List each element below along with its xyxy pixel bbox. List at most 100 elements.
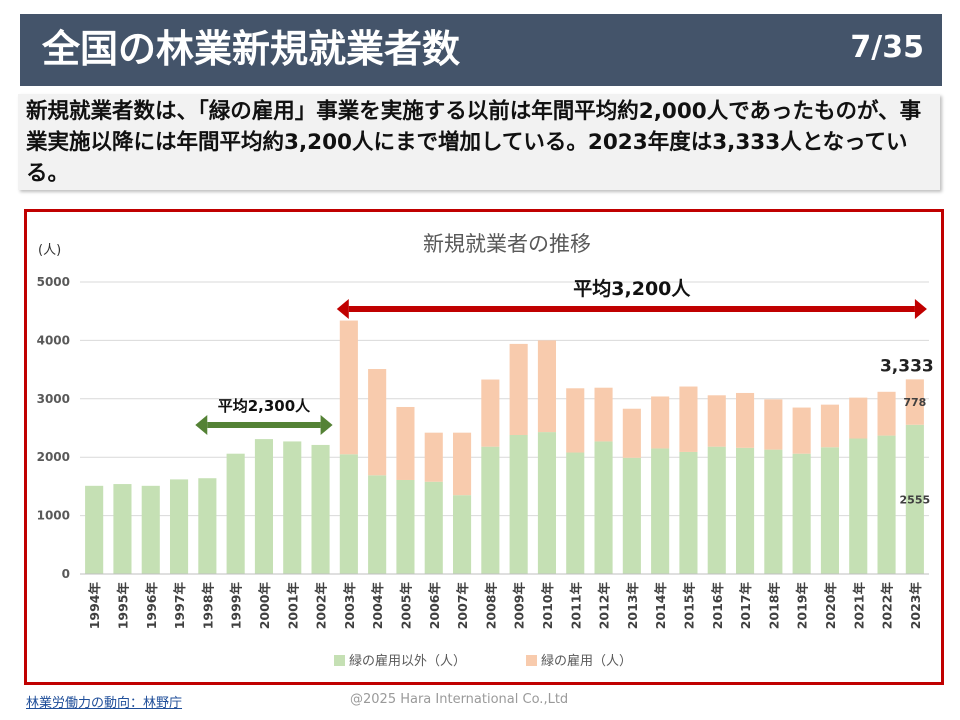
x-tick-label: 2016年 (710, 582, 725, 630)
x-tick-label: 2017年 (738, 582, 753, 630)
x-tick-label: 2010年 (540, 582, 555, 630)
bar-non-green-employment (113, 484, 132, 574)
chart-title: 新規就業者の推移 (423, 232, 591, 256)
x-tick-label: 2011年 (568, 582, 583, 630)
bar-non-green-employment (537, 432, 557, 574)
x-tick-label: 2000年 (257, 582, 272, 630)
bar-green-employment (764, 399, 783, 450)
y-tick-label: 2000 (37, 450, 70, 464)
x-tick-label: 1996年 (144, 582, 159, 630)
bar-non-green-employment (509, 435, 528, 574)
bar-green-employment (424, 432, 443, 482)
stacked-bar-chart: 0 1000 2000 3000 4000 5000 新規就業者の推移 (人) 1994年 199… (37, 232, 934, 669)
x-tick-label: 2002年 (314, 582, 329, 630)
bar-non-green-employment (622, 457, 641, 574)
bar-green-employment (707, 395, 726, 447)
bar-green-employment (877, 391, 896, 436)
summary-text: 新規就業者数は、「緑の雇用」事業を実施する以前は年間平均約2,000人であったも… (26, 99, 922, 186)
bar-non-green-employment (905, 424, 924, 574)
x-tick-label: 2020年 (823, 582, 838, 630)
data-label-total-2023: 3,333 (880, 356, 934, 376)
bar-green-employment (509, 343, 528, 436)
bar-non-green-employment (820, 447, 840, 574)
slide-title: 全国の林業新規就業者数 (42, 27, 461, 71)
legend-label: 緑の雇用（人） (541, 653, 632, 669)
x-tick-label: 2007年 (455, 582, 470, 630)
bar-green-employment (905, 379, 924, 425)
source-link[interactable]: 林業労働力の動向：林野庁 (26, 696, 183, 711)
bar-non-green-employment (396, 479, 415, 574)
x-tick-label: 2021年 (851, 582, 866, 630)
bar-green-employment (651, 396, 670, 449)
bar-green-employment (368, 369, 387, 476)
bar-green-employment (820, 404, 840, 448)
bar-non-green-employment (452, 495, 472, 574)
x-tick-label: 2013年 (625, 582, 640, 630)
arrow-head-left (195, 415, 208, 435)
arrow-head-left (336, 299, 349, 319)
x-tick-label: 1999年 (229, 582, 244, 630)
x-tick-label: 2003年 (342, 582, 357, 630)
average-annotation-label: 平均2,300人 (218, 397, 311, 415)
bar-green-employment (679, 386, 698, 452)
bar-green-employment (622, 408, 641, 458)
bar-non-green-employment (735, 447, 755, 574)
arrow-head-right (320, 415, 333, 435)
x-tick-label: 1995年 (115, 582, 130, 630)
bar-non-green-employment (368, 475, 387, 574)
bar-non-green-employment (849, 438, 868, 574)
bar-non-green-employment (792, 453, 811, 574)
bar-non-green-employment (764, 449, 783, 574)
summary-box: 新規就業者数は、「緑の雇用」事業を実施する以前は年間平均約2,000人であったも… (18, 94, 940, 190)
bar-non-green-employment (707, 446, 726, 574)
x-tick-label: 2019年 (795, 582, 810, 630)
x-tick-label: 2006年 (427, 582, 442, 630)
x-tick-label: 2005年 (398, 582, 413, 630)
slide-header: 全国の林業新規就業者数 7/35 (20, 14, 942, 86)
bar-non-green-employment (481, 446, 500, 574)
bar-green-employment (594, 387, 613, 442)
bar-green-employment (792, 407, 811, 454)
x-tick-label: 2023年 (908, 582, 923, 630)
copyright-text: @2025 Hara International Co.,Ltd (350, 692, 569, 707)
bar-non-green-employment (594, 441, 613, 574)
y-tick-label: 4000 (37, 333, 70, 347)
bar-non-green-employment (254, 439, 274, 574)
bar-green-employment (396, 406, 415, 480)
bar-non-green-employment (424, 481, 443, 574)
y-tick-label: 1000 (37, 509, 70, 523)
x-tick-label: 2009年 (512, 582, 527, 630)
bar-non-green-employment (311, 444, 330, 574)
x-tick-label: 1998年 (200, 582, 215, 630)
legend-label: 緑の雇用以外（人） (349, 653, 466, 669)
y-tick-label: 0 (62, 567, 70, 581)
bar-non-green-employment (141, 485, 160, 574)
bar-green-employment (566, 388, 585, 453)
page-number: 7/35 (850, 30, 924, 65)
bar-non-green-employment (283, 441, 302, 574)
bar-green-employment (849, 397, 868, 439)
bar-green-employment (339, 320, 358, 455)
y-tick-label: 3000 (37, 392, 70, 406)
y-tick-label: 5000 (37, 275, 70, 289)
y-axis-label: (人) (38, 243, 61, 258)
bar-non-green-employment (566, 452, 585, 574)
x-tick-label: 1997年 (172, 582, 187, 630)
bar-green-employment (452, 432, 472, 496)
x-tick-label: 2014年 (653, 582, 668, 630)
x-tick-label: 2015年 (681, 582, 696, 630)
x-tick-label: 2012年 (597, 582, 612, 630)
bar-non-green-employment (877, 435, 896, 574)
x-tick-label: 2001年 (285, 582, 300, 630)
x-tick-label: 2018年 (766, 582, 781, 630)
legend-swatch (334, 655, 345, 666)
bar-non-green-employment (679, 451, 698, 574)
bar-green-employment (735, 392, 755, 448)
bar-green-employment (481, 379, 500, 447)
bar-non-green-employment (226, 453, 245, 574)
bar-non-green-employment (339, 454, 358, 574)
x-tick-label: 2008年 (483, 582, 498, 630)
x-tick-label: 2004年 (370, 582, 385, 630)
data-label-other-2023: 2555 (900, 493, 931, 506)
x-tick-label: 2022年 (880, 582, 895, 630)
